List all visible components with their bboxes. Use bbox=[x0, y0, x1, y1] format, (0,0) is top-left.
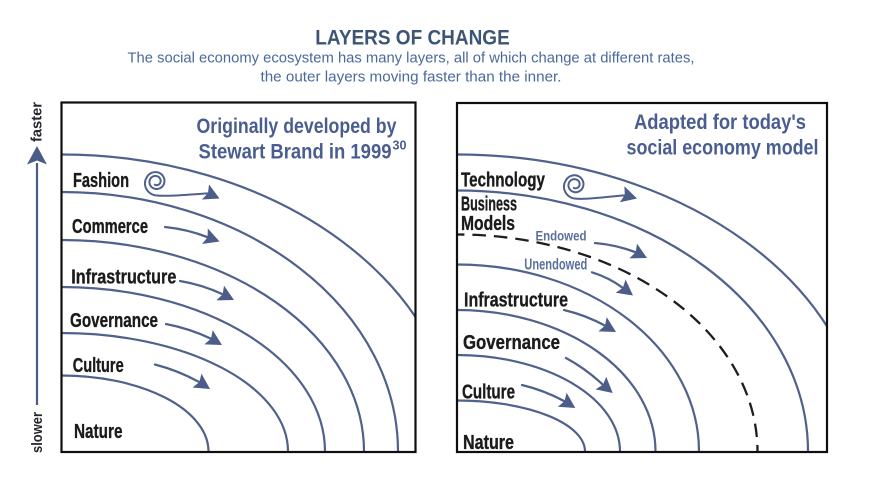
svg-text:Stewart Brand in 1999: Stewart Brand in 1999 bbox=[199, 141, 392, 164]
svg-text:Infrastructure: Infrastructure bbox=[71, 267, 176, 289]
svg-text:Adapted for today's: Adapted for today's bbox=[634, 111, 806, 134]
svg-text:Culture: Culture bbox=[73, 355, 124, 377]
svg-text:LAYERS OF CHANGE: LAYERS OF CHANGE bbox=[315, 26, 510, 49]
svg-text:Endowed: Endowed bbox=[536, 229, 587, 244]
svg-text:Infrastructure: Infrastructure bbox=[464, 290, 568, 312]
svg-text:the outer layers moving faster: the outer layers moving faster than the … bbox=[261, 69, 562, 86]
svg-text:Models: Models bbox=[461, 213, 515, 235]
svg-text:Nature: Nature bbox=[74, 421, 123, 443]
svg-text:social economy model: social economy model bbox=[627, 137, 819, 160]
svg-text:Fashion: Fashion bbox=[73, 170, 129, 192]
svg-text:Business: Business bbox=[461, 194, 517, 216]
svg-text:Originally developed by: Originally developed by bbox=[197, 115, 397, 138]
svg-text:Commerce: Commerce bbox=[72, 216, 148, 238]
svg-text:Technology: Technology bbox=[461, 170, 546, 192]
svg-text:Culture: Culture bbox=[462, 382, 515, 404]
svg-text:The social economy ecosystem h: The social economy ecosystem has many la… bbox=[128, 49, 695, 66]
svg-text:30: 30 bbox=[393, 138, 407, 153]
svg-text:Governance: Governance bbox=[463, 332, 560, 354]
svg-text:faster: faster bbox=[29, 102, 46, 142]
svg-text:Unendowed: Unendowed bbox=[524, 257, 587, 274]
svg-text:Nature: Nature bbox=[463, 432, 514, 454]
svg-text:Governance: Governance bbox=[70, 310, 158, 332]
svg-text:slower: slower bbox=[29, 412, 46, 453]
